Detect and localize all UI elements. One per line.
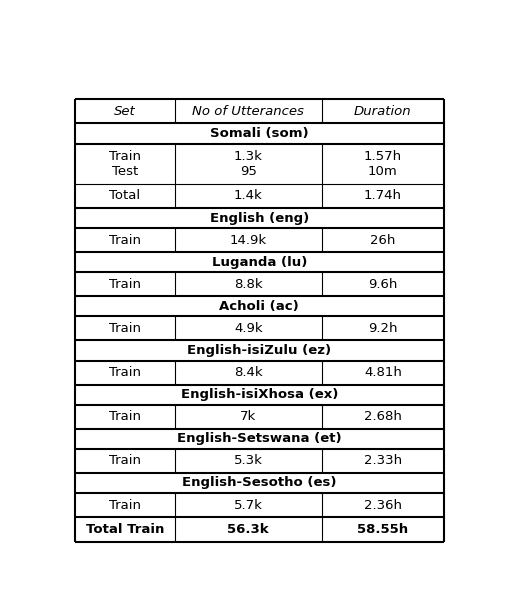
Text: Train: Train	[109, 278, 140, 291]
Text: No of Utterances: No of Utterances	[192, 105, 304, 118]
Text: Total Train: Total Train	[85, 523, 164, 536]
Text: Set: Set	[114, 105, 135, 118]
Text: Total: Total	[109, 190, 140, 203]
Text: 56.3k: 56.3k	[227, 523, 269, 536]
Text: 26h: 26h	[369, 234, 395, 247]
Text: 5.3k: 5.3k	[233, 454, 262, 468]
Text: 4.81h: 4.81h	[363, 366, 401, 379]
Text: 2.68h: 2.68h	[363, 410, 401, 424]
Text: Train: Train	[109, 366, 140, 379]
Text: 9.6h: 9.6h	[368, 278, 397, 291]
Text: Train: Train	[109, 454, 140, 468]
Text: 4.9k: 4.9k	[233, 322, 262, 335]
Text: Acholi (ac): Acholi (ac)	[219, 300, 298, 313]
Text: English-Sesotho (es): English-Sesotho (es)	[182, 477, 336, 490]
Text: Somali (som): Somali (som)	[210, 127, 308, 140]
Text: Train
Test: Train Test	[109, 150, 140, 177]
Text: 1.74h: 1.74h	[363, 190, 401, 203]
Text: 1.3k
95: 1.3k 95	[233, 150, 262, 177]
Text: Duration: Duration	[354, 105, 411, 118]
Text: Train: Train	[109, 499, 140, 512]
Text: English-isiZulu (ez): English-isiZulu (ez)	[187, 344, 331, 357]
Text: 14.9k: 14.9k	[229, 234, 266, 247]
Text: 1.57h
10m: 1.57h 10m	[363, 150, 401, 177]
Text: 5.7k: 5.7k	[233, 499, 262, 512]
Text: Train: Train	[109, 322, 140, 335]
Text: 9.2h: 9.2h	[367, 322, 397, 335]
Text: 8.4k: 8.4k	[233, 366, 262, 379]
Text: Train: Train	[109, 234, 140, 247]
Text: 1.4k: 1.4k	[233, 190, 262, 203]
Text: Train: Train	[109, 410, 140, 424]
Text: English (eng): English (eng)	[209, 212, 309, 225]
Text: 7k: 7k	[240, 410, 256, 424]
Text: English-Setswana (et): English-Setswana (et)	[177, 432, 341, 446]
Text: 2.33h: 2.33h	[363, 454, 401, 468]
Text: English-isiXhosa (ex): English-isiXhosa (ex)	[180, 388, 337, 401]
Text: 8.8k: 8.8k	[233, 278, 262, 291]
Text: Luganda (lu): Luganda (lu)	[211, 256, 307, 269]
Text: 58.55h: 58.55h	[357, 523, 408, 536]
Text: 2.36h: 2.36h	[363, 499, 401, 512]
